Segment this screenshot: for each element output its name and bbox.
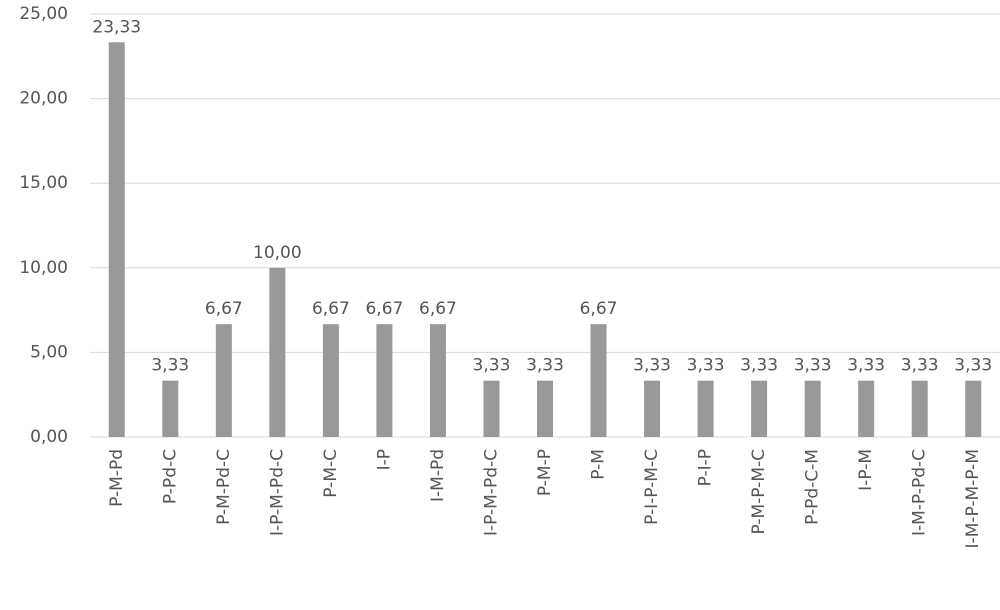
y-tick-label: 0,00 bbox=[30, 427, 68, 447]
bar bbox=[322, 324, 339, 437]
x-tick-label: I-M-P-Pd-C bbox=[910, 449, 930, 536]
data-label: 3,33 bbox=[740, 356, 778, 376]
y-tick-label: 20,00 bbox=[19, 89, 68, 109]
data-label: 6,67 bbox=[312, 299, 350, 319]
data-label: 3,33 bbox=[901, 356, 939, 376]
x-tick-label: I-M-Pd bbox=[428, 449, 448, 502]
bar bbox=[697, 380, 714, 437]
x-tick-label: P-I-P-M-C bbox=[642, 449, 662, 525]
bar bbox=[108, 42, 125, 437]
data-label: 6,67 bbox=[365, 299, 403, 319]
bar bbox=[858, 380, 875, 437]
x-tick-label: P-M-P bbox=[535, 449, 555, 496]
x-tick-label: I-P bbox=[374, 449, 394, 470]
bar bbox=[483, 380, 500, 437]
y-tick-label: 10,00 bbox=[19, 258, 68, 278]
x-tick-label: P-M-Pd-C bbox=[214, 449, 234, 525]
bar bbox=[537, 380, 553, 437]
y-tick-label: 25,00 bbox=[19, 4, 68, 24]
bar bbox=[429, 324, 446, 437]
bar bbox=[804, 380, 821, 437]
bar bbox=[269, 267, 286, 437]
data-label: 6,67 bbox=[205, 299, 243, 319]
x-tick-label: I-P-M-Pd-C bbox=[267, 449, 287, 536]
data-label: 6,67 bbox=[419, 299, 457, 319]
bar bbox=[644, 380, 661, 437]
y-tick-label: 5,00 bbox=[30, 342, 68, 362]
data-label: 3,33 bbox=[473, 356, 511, 376]
bar bbox=[911, 380, 928, 437]
x-tick-label: P-M-Pd bbox=[107, 449, 127, 507]
bar bbox=[215, 324, 232, 437]
bar bbox=[965, 380, 982, 437]
data-label: 10,00 bbox=[253, 243, 302, 263]
bar bbox=[751, 380, 768, 437]
x-tick-label: P-M bbox=[589, 449, 609, 480]
data-label: 3,33 bbox=[954, 356, 992, 376]
y-tick-label: 15,00 bbox=[19, 173, 68, 193]
bar bbox=[376, 324, 393, 437]
x-tick-label: P-Pd-C-M bbox=[803, 449, 823, 525]
data-label: 3,33 bbox=[794, 356, 832, 376]
data-label: 3,33 bbox=[526, 356, 564, 376]
data-label: 6,67 bbox=[580, 299, 618, 319]
data-label: 3,33 bbox=[847, 356, 885, 376]
x-tick-label: P-Pd-C bbox=[160, 449, 180, 504]
x-tick-label: I-M-P-M-P-M bbox=[963, 449, 983, 548]
x-tick-label: P-I-P bbox=[696, 449, 716, 486]
x-tick-label: P-M-C bbox=[321, 449, 341, 498]
x-tick-label: I-P-M bbox=[856, 449, 876, 491]
data-label: 23,33 bbox=[92, 17, 141, 37]
bar bbox=[162, 380, 179, 437]
bar bbox=[590, 324, 607, 437]
data-label: 3,33 bbox=[633, 356, 671, 376]
x-tick-label: I-P-M-Pd-C bbox=[481, 449, 501, 536]
data-label: 3,33 bbox=[687, 356, 725, 376]
data-label: 3,33 bbox=[151, 356, 189, 376]
x-tick-label: P-M-P-M-C bbox=[749, 449, 769, 535]
